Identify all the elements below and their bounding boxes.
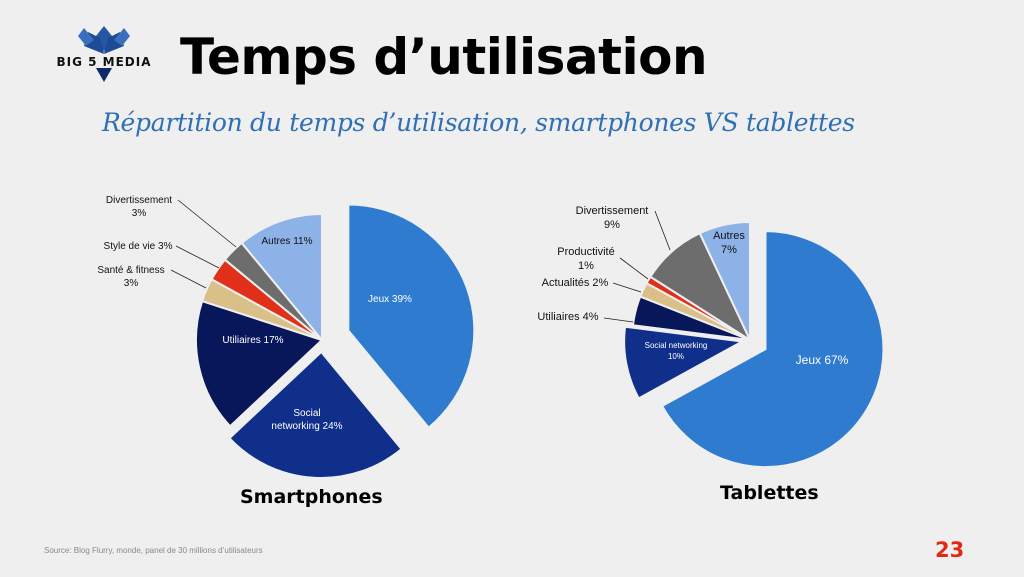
pie-slice <box>195 299 324 428</box>
tablettes-chart-title: Tablettes <box>720 482 819 504</box>
pie-slice <box>347 203 476 430</box>
slice-label: Autres 11% <box>262 236 313 247</box>
slice-label: Utiliaires 4% <box>537 311 598 323</box>
page-number: 23 <box>935 538 965 562</box>
leader-line <box>175 245 220 269</box>
slice-label: Productivité 1% <box>557 246 614 272</box>
slice-label: Divertissement 3% <box>106 195 172 219</box>
leader-line <box>619 257 649 280</box>
logo-crown-icon <box>78 26 130 82</box>
slice-label: Utiliaires 17% <box>222 335 283 346</box>
slice-label: Social networking 10% <box>645 341 708 361</box>
pie-slice <box>623 325 746 400</box>
source-note: Source: Blog Flurry, monde, panel de 30 … <box>44 546 263 555</box>
leader-line <box>170 269 207 289</box>
slice-label: Jeux 39% <box>368 294 412 305</box>
leader-line <box>603 317 634 323</box>
slice-label: Jeux 67% <box>796 353 849 367</box>
pie-slice <box>660 230 885 469</box>
slice-label: Autres 7% <box>713 230 745 256</box>
pie-slice <box>227 350 403 479</box>
pie-slice <box>698 220 751 341</box>
logo: BIG 5 MEDIA <box>48 22 160 84</box>
pie-chart-1: Jeux 67% Social networking 10% Utiliaires 4… <box>537 205 885 469</box>
smartphones-chart-title: Smartphones <box>240 486 383 508</box>
leader-line <box>177 199 237 248</box>
logo-text: BIG 5 MEDIA <box>56 55 152 69</box>
leader-line <box>612 282 642 293</box>
page-subtitle: Répartition du temps d’utilisation, smar… <box>102 108 855 137</box>
pie-slice <box>240 212 323 343</box>
slice-label: Actualités 2% <box>542 277 609 289</box>
leader-line <box>654 210 671 251</box>
slice-label: Style de vie 3% <box>104 241 173 252</box>
slice-label: Social networking 24% <box>271 408 342 432</box>
page-title: Temps d’utilisation <box>180 28 708 86</box>
slice-label: Santé & fitness 3% <box>97 265 164 289</box>
pie-chart-0: Jeux 39% Social networking 24% Utiliaires 1… <box>97 195 476 479</box>
slice-label: Divertissement 9% <box>576 205 649 231</box>
